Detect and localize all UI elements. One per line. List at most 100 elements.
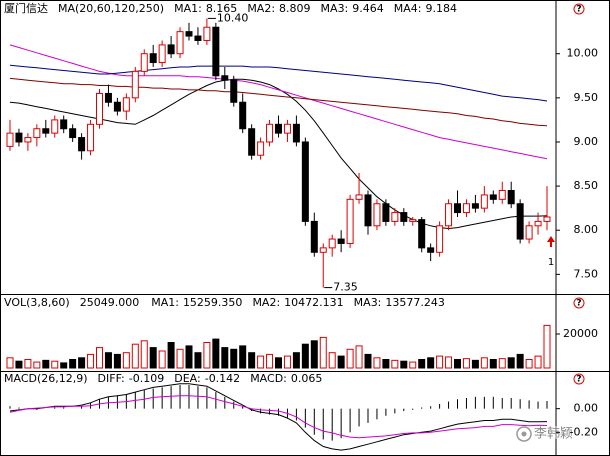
candle-body [203,26,211,41]
candle-body [248,128,256,156]
candle-body [140,53,148,72]
watermark: 李韩颖 [534,427,573,442]
macd-line [9,395,548,439]
volume-bar [319,336,327,369]
volume-bar [51,360,59,369]
volume-bar [355,345,363,369]
y-tick-label: 8.50 [574,179,599,192]
volume-bar [462,358,470,369]
volume-bar [400,360,408,369]
volume-bar [427,357,435,369]
candle-body [310,220,318,253]
volume-bar [78,357,86,369]
volume-bar [131,343,139,369]
candle-body [176,31,184,55]
candle-body [51,119,59,134]
volume-bar [6,357,14,369]
volume-bar [534,355,542,369]
volume-bar [194,352,202,369]
y-tick-label: 7.50 [574,267,599,280]
candle-body [24,137,32,143]
candle-body [60,119,68,130]
header-text: MA2: [252,296,280,309]
candle-body [122,97,130,112]
volume-bar [176,348,184,369]
candle-body [400,212,408,222]
volume-bar [158,350,166,369]
volume-bar [283,355,291,369]
header-text: DIFF: [98,372,125,385]
header-text: MA3: [321,2,349,15]
volume-bar [42,359,50,369]
candle-body [462,203,470,214]
candle-body [534,220,542,227]
header-text: VOL(3,8,60) [4,296,70,309]
help-text: ? [576,299,581,309]
volume-bar [418,359,426,369]
header-text: MACD(26,12,9) [4,372,88,385]
watermark-dot [521,431,527,437]
header-text: MACD: [250,372,287,385]
volume-bar [337,355,345,369]
header-text: MA2: [247,2,275,15]
candle-body [445,203,453,227]
volume-bar [96,347,103,369]
candle-body [516,203,524,240]
candle-body [239,101,247,130]
candle-body [42,128,50,134]
candle-body [471,203,479,209]
volume-bar [409,361,417,369]
ma-line [9,64,548,102]
candle-body [6,132,14,147]
y-tick-label: 9.50 [574,91,599,104]
candle-body [337,238,345,244]
volume-bar [292,352,300,369]
header-text: 8.165 [206,2,238,15]
y-tick-label: 0.00 [574,402,599,415]
candle-body [543,216,551,222]
help-text: ? [576,5,581,15]
candle-body [418,219,426,249]
y-tick-label: 9.00 [574,135,599,148]
volume-bar [203,342,211,369]
candle-body [15,132,23,143]
candle-body [355,194,363,200]
volume-bar [445,356,453,369]
candle-body [454,203,461,214]
header-text: 13577.243 [385,296,445,309]
candle-body [158,44,166,64]
candle-body [266,123,274,143]
volume-bar [516,353,524,369]
volume-bar [480,357,488,369]
y-tick-label: 20000 [563,327,598,340]
candle-body [319,247,327,253]
volume-bar [543,324,551,369]
candle-body [113,101,121,112]
volume-bar [15,360,23,369]
candle-body [149,53,157,64]
candle-body [194,35,202,41]
volume-bar [257,355,265,369]
candle-body [382,203,390,222]
header-text: MA1: [151,296,179,309]
watermark-icon [516,426,532,442]
volume-bar [24,359,32,369]
volume-bar [221,347,229,369]
header-text: 9.464 [352,2,384,15]
candle-body [230,79,238,103]
ma-line [9,77,548,127]
header-text: -0.142 [205,372,240,385]
candle-body [364,194,372,227]
y-tick-label: 8.00 [574,223,599,236]
candle-body [328,238,336,249]
header-text: -0.109 [129,372,164,385]
candle-body [489,194,497,200]
volume-bar [248,352,256,369]
volume-bar [454,359,461,369]
candle-body [185,31,193,37]
volume-bar [310,340,318,369]
volume-bar [507,357,515,369]
header-text: 25049.000 [80,296,140,309]
candle-body [275,123,282,134]
